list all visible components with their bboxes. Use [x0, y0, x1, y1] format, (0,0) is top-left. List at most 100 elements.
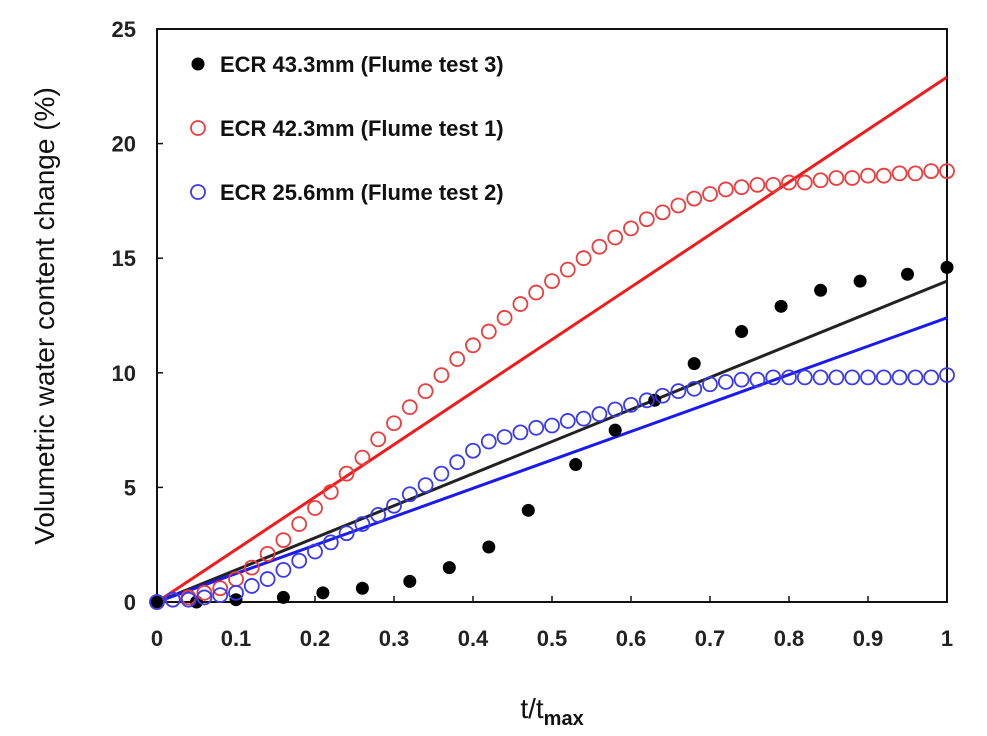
x-tick-label: 0.8: [774, 626, 805, 651]
data-point: [386, 497, 402, 514]
data-point: [370, 507, 387, 523]
x-tick-label: 0.7: [695, 626, 726, 651]
data-point: [717, 181, 734, 198]
legend-marker: [190, 184, 206, 200]
data-point: [480, 323, 497, 340]
data-point: [733, 371, 750, 388]
data-point: [765, 369, 782, 386]
data-point: [449, 454, 466, 471]
data-point: [686, 190, 703, 207]
data-point: [860, 369, 876, 386]
y-tick-label: 20: [112, 132, 136, 157]
data-point: [648, 393, 662, 407]
data-point: [338, 525, 355, 542]
data-point: [875, 369, 892, 386]
data-point: [654, 387, 671, 404]
data-point: [686, 380, 703, 397]
data-point: [923, 369, 940, 386]
data-point: [150, 595, 164, 609]
data-point: [196, 589, 213, 606]
legend-marker: [190, 120, 206, 136]
data-point: [528, 284, 545, 301]
data-point: [480, 433, 497, 450]
x-tick-label: 0.9: [853, 626, 884, 651]
data-point: [814, 283, 828, 297]
x-tick-label: 0.5: [537, 626, 568, 651]
data-point: [338, 465, 355, 482]
data-point: [164, 591, 181, 608]
data-point: [623, 220, 639, 237]
data-point: [370, 431, 387, 448]
data-point: [354, 449, 371, 466]
data-point: [559, 413, 576, 429]
x-tick-label: 0: [151, 626, 163, 651]
data-point: [355, 581, 369, 595]
data-point: [638, 392, 655, 409]
data-point: [828, 170, 845, 186]
fit-line: [156, 316, 948, 604]
y-tick-label: 25: [112, 17, 136, 42]
data-point: [482, 540, 496, 554]
data-point: [774, 299, 788, 313]
data-point: [591, 238, 608, 255]
data-point: [781, 174, 797, 191]
data-point: [403, 574, 417, 588]
fit-line: [156, 279, 948, 604]
data-point: [243, 578, 260, 594]
data-point: [512, 296, 529, 312]
data-point: [891, 369, 908, 386]
data-point: [670, 197, 687, 214]
data-point: [901, 267, 914, 281]
data-point: [749, 371, 766, 388]
data-point: [307, 500, 323, 516]
data-point: [853, 274, 867, 288]
data-point: [212, 580, 229, 597]
data-point: [670, 383, 687, 400]
x-axis-title: t/tmax: [520, 693, 583, 730]
data-point: [796, 174, 813, 191]
data-point: [212, 587, 229, 604]
data-point: [228, 584, 244, 601]
data-point: [875, 167, 892, 184]
data-point: [654, 204, 671, 221]
data-point: [860, 167, 876, 184]
data-point: [259, 545, 276, 562]
data-point: [907, 165, 924, 182]
legend-marker: [191, 57, 205, 71]
data-point: [291, 552, 308, 569]
data-point: [907, 369, 924, 386]
data-point: [607, 401, 624, 418]
data-point: [812, 172, 829, 189]
data-point: [528, 419, 545, 436]
data-point: [449, 351, 466, 367]
data-point: [354, 516, 371, 532]
data-point: [702, 186, 718, 202]
data-point: [638, 211, 655, 228]
plot-frame: [156, 28, 948, 603]
fit-line: [156, 75, 948, 604]
data-point: [386, 415, 402, 432]
y-axis-title: Volumetric water content change (%): [29, 87, 60, 545]
data-point: [765, 176, 782, 193]
x-tick-label: 0.1: [221, 626, 252, 651]
data-point: [465, 337, 481, 354]
x-tick-label: 0.3: [379, 626, 410, 651]
data-point: [276, 590, 290, 604]
data-point: [559, 261, 576, 278]
data-point: [717, 374, 734, 390]
data-point: [243, 559, 260, 576]
data-point: [687, 357, 701, 371]
data-point: [569, 457, 583, 471]
data-point: [781, 369, 797, 386]
data-point: [322, 484, 339, 500]
fit-lines: [156, 75, 948, 604]
data-point: [433, 367, 450, 383]
data-point: [923, 163, 940, 180]
legend-label: ECR 25.6mm (Flume test 2): [220, 180, 504, 205]
legend: ECR 43.3mm (Flume test 3) ECR 42.3mm (Flu…: [190, 52, 504, 205]
data-point: [149, 594, 165, 610]
data-point: [512, 424, 529, 441]
data-point: [496, 309, 513, 326]
data-point: [322, 534, 339, 551]
data-point: [417, 383, 434, 400]
